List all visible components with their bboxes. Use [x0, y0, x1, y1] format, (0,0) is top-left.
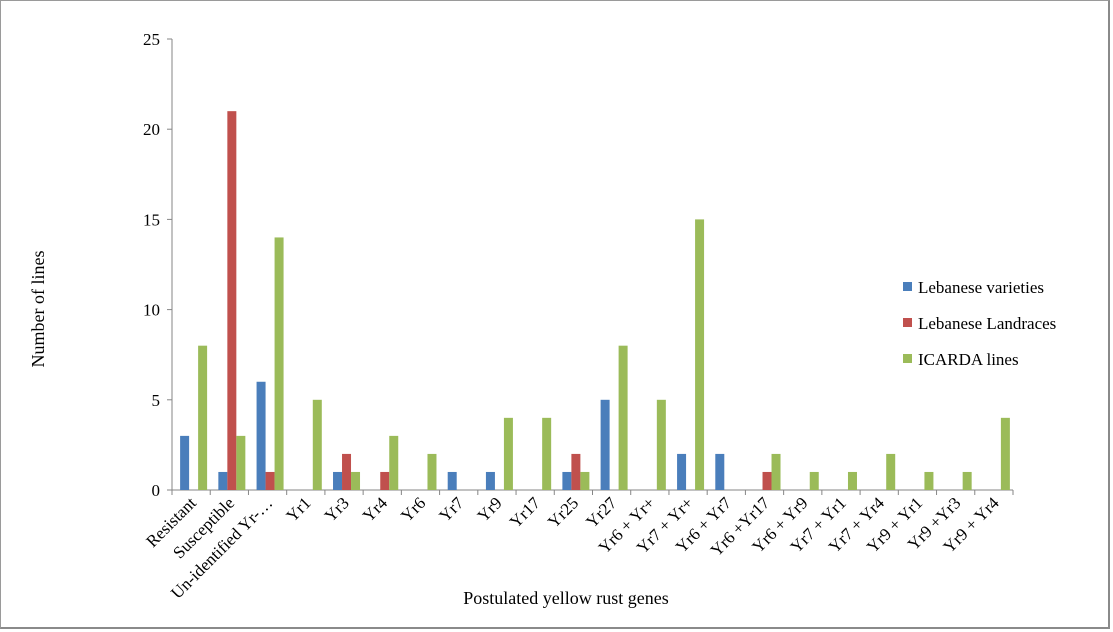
bar — [962, 471, 972, 490]
bar — [847, 471, 857, 490]
x-tick-label: Yr25 — [544, 493, 582, 531]
y-tick-label: 10 — [143, 301, 160, 320]
bar — [351, 471, 361, 490]
bar — [256, 381, 266, 490]
bar — [677, 453, 687, 490]
legend-label: Lebanese varieties — [918, 278, 1044, 297]
x-tick-label: Yr3 — [321, 493, 353, 525]
axes — [167, 38, 1014, 495]
bar — [695, 219, 705, 490]
x-tick-label: Yr4 — [359, 493, 391, 525]
bar — [227, 111, 237, 490]
y-tick-labels: 0 5 10 15 20 25 — [143, 30, 160, 500]
bars — [180, 111, 1010, 490]
bar — [771, 453, 781, 490]
y-tick-label: 20 — [143, 120, 160, 139]
bar — [274, 237, 284, 490]
bar — [198, 345, 208, 490]
x-tick-label: Yr1 — [282, 493, 314, 525]
x-tick-label: Yr17 — [506, 493, 544, 531]
x-axis-title: Postulated yellow rust genes — [463, 588, 668, 608]
bar — [924, 471, 934, 490]
bar — [236, 435, 246, 490]
bar — [886, 453, 896, 490]
bar — [571, 453, 581, 490]
bar — [180, 435, 190, 490]
bar — [312, 399, 322, 490]
y-tick-label: 15 — [143, 210, 160, 229]
legend-swatch — [903, 282, 912, 291]
bar — [656, 399, 666, 490]
bar — [485, 471, 495, 490]
bar — [600, 399, 610, 490]
x-tick-label: Yr9 — [474, 493, 506, 525]
bar — [618, 345, 628, 490]
bar — [427, 453, 437, 490]
y-tick-label: 5 — [152, 391, 161, 410]
bar — [715, 453, 725, 490]
y-tick-label: 25 — [143, 30, 160, 49]
bar — [333, 471, 343, 490]
legend-label: Lebanese Landraces — [918, 314, 1056, 333]
bar — [1000, 417, 1010, 490]
bar — [447, 471, 457, 490]
y-tick-label: 0 — [152, 481, 161, 500]
y-axis-title: Number of lines — [28, 251, 48, 368]
legend: Lebanese varieties Lebanese Landraces ICAR… — [903, 278, 1056, 369]
bar — [342, 453, 352, 490]
legend-label: ICARDA lines — [918, 350, 1019, 369]
bar — [503, 417, 513, 490]
bar — [380, 471, 390, 490]
bar — [542, 417, 552, 490]
legend-swatch — [903, 318, 912, 327]
bar — [265, 471, 275, 490]
bar — [218, 471, 228, 490]
bar — [562, 471, 572, 490]
bar — [580, 471, 590, 490]
bar — [389, 435, 399, 490]
x-tick-label: Yr7 — [435, 493, 467, 525]
x-tick-label: Yr6 — [397, 493, 429, 525]
legend-swatch — [903, 354, 912, 363]
bar — [762, 471, 772, 490]
bar — [809, 471, 819, 490]
